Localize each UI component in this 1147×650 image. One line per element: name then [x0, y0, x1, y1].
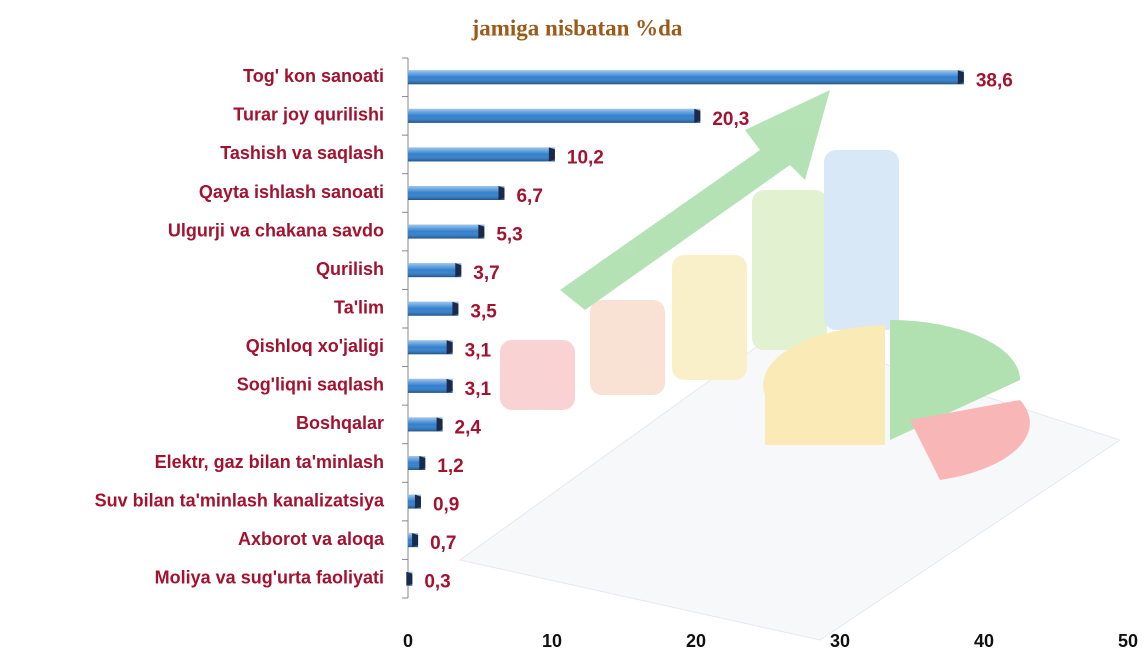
bar-shine	[408, 301, 459, 316]
x-tick-label: 10	[542, 631, 562, 650]
category-label: Sog'liqni saqlash	[237, 375, 384, 395]
category-label: Axborot va aloqa	[238, 529, 385, 549]
category-label: Tashish va saqlash	[220, 143, 384, 163]
category-label: Qurilish	[316, 259, 384, 279]
value-label: 5,3	[496, 225, 522, 246]
category-label: Boshqalar	[296, 413, 384, 433]
category-label: Turar joy qurilishi	[233, 105, 384, 125]
category-label: Moliya va sug'urta faoliyati	[155, 567, 384, 587]
bar-cap	[957, 70, 964, 85]
bar-shine	[408, 263, 462, 278]
category-label: Qayta ishlash sanoati	[199, 182, 384, 202]
bar-shine	[408, 147, 555, 162]
value-label: 6,7	[516, 186, 542, 207]
category-label: Tog' kon sanoati	[243, 66, 384, 86]
bar-cap	[498, 186, 505, 200]
bar-cap	[548, 147, 555, 162]
value-label: 3,1	[465, 340, 492, 361]
value-label: 0,7	[430, 533, 456, 554]
bar-cap	[446, 340, 453, 355]
category-label: Qishloq xo'jaligi	[246, 336, 384, 356]
bar-shine	[408, 378, 453, 393]
bar-cap	[455, 263, 462, 278]
value-label: 10,2	[567, 147, 604, 168]
category-label: Elektr, gaz bilan ta'minlash	[155, 452, 384, 472]
x-tick-label: 0	[403, 631, 413, 650]
bar-shine	[408, 340, 453, 355]
bar-cap	[419, 456, 426, 470]
value-label: 2,4	[455, 417, 482, 438]
x-tick-label: 20	[686, 631, 706, 650]
value-label: 38,6	[976, 70, 1013, 91]
value-label: 1,2	[437, 456, 463, 477]
bar-cap	[436, 417, 443, 432]
category-label: Suv bilan ta'minlash kanalizatsiya	[95, 490, 385, 510]
background-illustration	[458, 90, 1122, 641]
bar-cap	[478, 224, 485, 239]
bar-shine	[408, 186, 505, 200]
value-label: 3,1	[465, 379, 492, 400]
bar-cap	[452, 301, 459, 316]
value-label: 0,3	[424, 572, 450, 593]
x-tick-label: 40	[974, 631, 994, 650]
x-tick-label: 50	[1118, 631, 1138, 650]
bar-cap	[694, 108, 701, 123]
value-label: 3,5	[470, 302, 497, 323]
bar-shine	[408, 417, 443, 432]
bar-cap	[406, 571, 413, 586]
bar-cap	[412, 533, 419, 548]
bar-shine	[408, 108, 701, 123]
bar-cap	[446, 378, 453, 393]
chart-title: jamiga nisbatan %da	[471, 15, 683, 40]
category-label: Ta'lim	[334, 297, 384, 317]
bar-shine	[408, 70, 964, 85]
bar-shine	[408, 224, 485, 239]
value-label: 0,9	[433, 495, 459, 516]
value-label: 20,3	[712, 109, 749, 130]
value-label: 3,7	[473, 263, 499, 284]
x-tick-label: 30	[830, 631, 850, 650]
category-label: Ulgurji va chakana savdo	[168, 220, 384, 240]
bar-cap	[414, 494, 421, 509]
